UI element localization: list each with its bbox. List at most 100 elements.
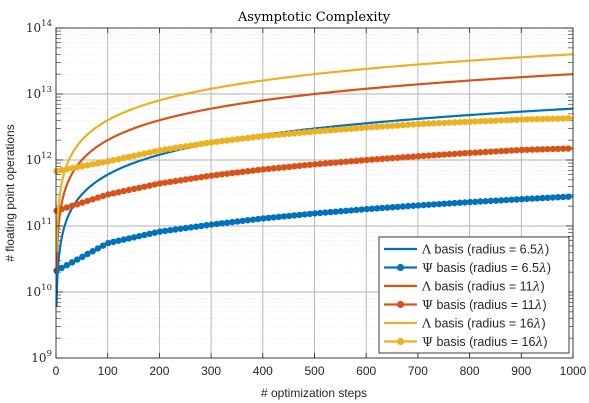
data-point — [410, 202, 417, 209]
data-point — [213, 171, 220, 179]
x-tick-label: 500 — [304, 364, 324, 378]
y-tick-label: 1013 — [26, 85, 52, 101]
data-point — [358, 206, 365, 213]
data-point — [99, 192, 107, 200]
data-point — [311, 161, 319, 168]
data-point — [172, 177, 179, 185]
data-point — [156, 180, 164, 187]
data-point — [311, 210, 319, 217]
data-point — [203, 222, 210, 229]
data-point — [539, 194, 546, 202]
data-point — [229, 136, 236, 144]
data-point — [110, 238, 117, 246]
data-point — [435, 151, 443, 159]
data-point — [430, 120, 438, 127]
data-point — [213, 220, 220, 228]
data-point — [68, 164, 76, 172]
data-point — [316, 127, 324, 135]
data-point — [120, 187, 127, 195]
data-point — [125, 153, 133, 161]
x-tick-label: 800 — [460, 364, 480, 378]
data-point — [518, 146, 526, 154]
data-point — [208, 221, 215, 228]
data-point — [332, 159, 339, 166]
data-point — [559, 115, 567, 122]
data-point — [218, 220, 226, 227]
data-point — [316, 209, 324, 217]
data-point — [342, 207, 350, 215]
data-point — [177, 225, 184, 232]
data-point — [420, 152, 427, 160]
data-point — [544, 194, 551, 201]
data-point — [53, 167, 60, 175]
plot-area — [53, 27, 574, 359]
data-point — [559, 193, 567, 201]
data-point — [497, 197, 505, 204]
data-point — [554, 194, 562, 201]
data-point — [130, 152, 138, 159]
data-point — [410, 153, 417, 160]
data-point — [301, 211, 308, 218]
data-point — [513, 196, 520, 203]
data-point — [332, 126, 339, 134]
legend-marker — [396, 263, 405, 272]
data-point — [229, 169, 236, 177]
data-point — [549, 115, 557, 122]
data-point — [167, 145, 174, 152]
data-point — [327, 159, 334, 167]
data-point — [518, 116, 526, 123]
axes-box — [55, 27, 574, 359]
data-point — [105, 158, 112, 165]
data-point — [368, 156, 376, 163]
data-point — [280, 213, 288, 220]
legend-entry: Ψ basis (radius = 11λ) — [384, 297, 547, 312]
data-point — [203, 173, 210, 180]
data-point — [394, 154, 401, 161]
data-point — [275, 213, 283, 221]
data-point — [415, 202, 422, 209]
data-point — [389, 122, 396, 129]
data-point — [136, 184, 143, 192]
data-point — [368, 123, 376, 131]
data-point — [441, 200, 448, 207]
data-point — [482, 198, 489, 205]
data-point — [549, 145, 557, 153]
data-point — [74, 163, 81, 171]
data-point — [466, 198, 474, 206]
data-point — [99, 242, 107, 249]
data-point — [327, 127, 334, 134]
data-point — [466, 149, 474, 157]
chart-title: Asymptotic Complexity — [237, 10, 391, 25]
data-point — [296, 162, 303, 169]
data-point — [239, 135, 246, 142]
data-point — [456, 118, 463, 126]
data-point — [368, 205, 376, 212]
data-point — [218, 171, 226, 178]
data-point — [477, 198, 484, 205]
data-point — [270, 165, 277, 172]
data-point — [466, 118, 474, 125]
data-point — [565, 193, 572, 200]
data-point — [291, 212, 298, 219]
data-point — [130, 185, 138, 193]
data-point — [301, 162, 308, 169]
data-point — [151, 148, 158, 155]
data-point — [379, 204, 386, 212]
data-point — [136, 151, 143, 158]
data-point — [565, 115, 572, 122]
x-tick-labels: 0 100 200 300 400 500 600 700 800 900 1000 — [53, 364, 587, 378]
x-tick-label: 0 — [53, 364, 60, 378]
legend-marker — [396, 337, 405, 346]
data-point — [415, 153, 422, 160]
x-tick-label: 600 — [356, 364, 376, 378]
data-point — [430, 201, 438, 208]
data-point — [379, 155, 386, 163]
data-point — [373, 156, 381, 163]
data-point — [79, 253, 86, 260]
data-point — [435, 119, 443, 127]
data-point — [63, 261, 71, 269]
data-point — [337, 126, 345, 133]
x-tick-label: 200 — [149, 364, 169, 378]
data-point — [534, 195, 541, 202]
data-point — [260, 215, 267, 222]
